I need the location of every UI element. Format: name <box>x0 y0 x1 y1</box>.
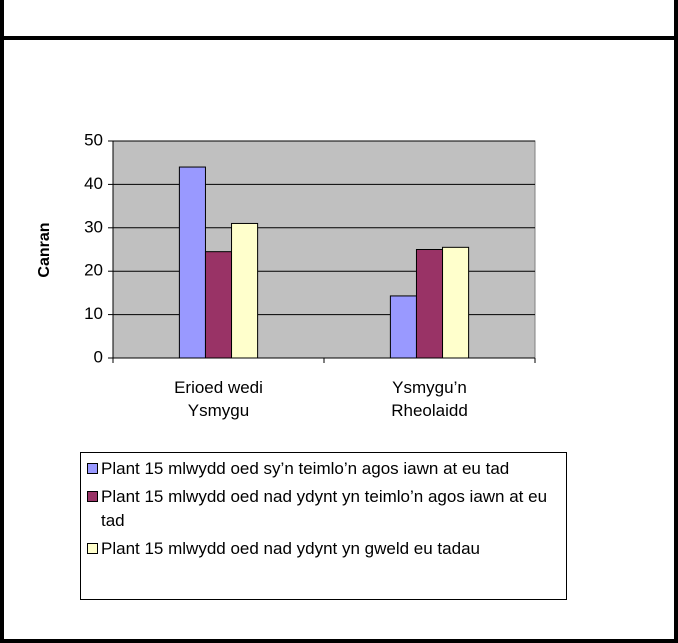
legend-entry: Plant 15 mlwydd oed sy’n teimlo’n agos i… <box>87 457 566 481</box>
y-tick-label: 10 <box>84 304 103 323</box>
y-tick-label: 30 <box>84 217 103 236</box>
y-tick-label: 0 <box>94 347 103 366</box>
y-axis-label: Canran <box>36 222 53 277</box>
x-tick-label: Erioed wedi Ysmygu <box>174 378 263 420</box>
bar <box>204 251 233 359</box>
plot-background <box>112 140 536 359</box>
legend-entry: Plant 15 mlwydd oed nad ydynt yn gweld e… <box>87 537 566 561</box>
legend-swatch <box>87 463 98 474</box>
legend-label: Plant 15 mlwydd oed nad ydynt yn gweld e… <box>101 539 480 558</box>
legend: Plant 15 mlwydd oed sy’n teimlo’n agos i… <box>80 452 567 600</box>
bar <box>415 249 444 359</box>
y-tick-label: 20 <box>84 261 103 280</box>
bar <box>442 246 470 359</box>
legend-label: Plant 15 mlwydd oed nad ydynt yn teimlo’… <box>101 487 548 530</box>
x-tick-label: Ysmygu’n Rheolaidd <box>391 378 468 420</box>
bar <box>178 166 206 359</box>
y-tick-label: 40 <box>84 174 103 193</box>
legend-label: Plant 15 mlwydd oed sy’n teimlo’n agos i… <box>101 459 510 478</box>
legend-entry: Plant 15 mlwydd oed nad ydynt yn teimlo’… <box>87 485 566 533</box>
legend-swatch <box>87 491 98 502</box>
bar <box>231 222 259 359</box>
y-tick-label: 50 <box>84 130 103 149</box>
legend-swatch <box>87 543 98 554</box>
bar <box>389 295 417 359</box>
